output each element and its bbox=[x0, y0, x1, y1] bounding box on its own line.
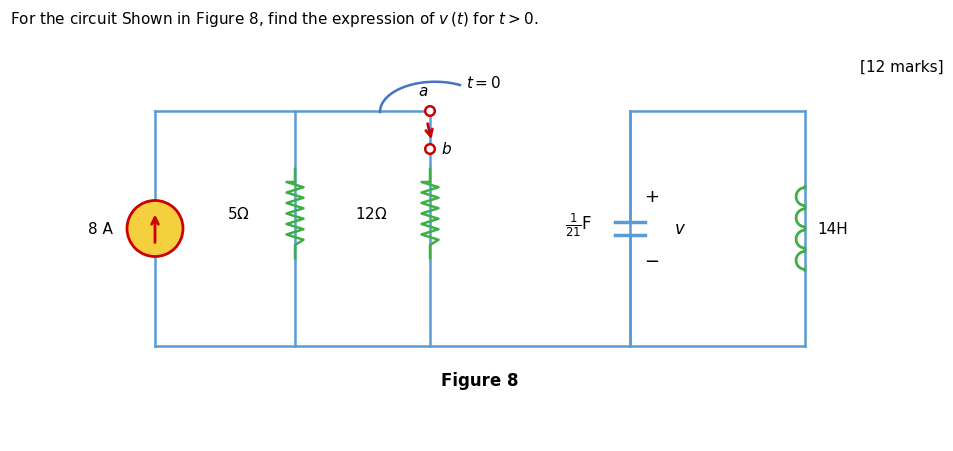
Text: 8 A: 8 A bbox=[88, 221, 112, 236]
Text: $\frac{1}{21}$F: $\frac{1}{21}$F bbox=[564, 212, 592, 239]
Text: 14H: 14H bbox=[816, 221, 847, 236]
Text: −: − bbox=[644, 252, 659, 270]
Text: a: a bbox=[417, 84, 427, 99]
Text: 12$\Omega$: 12$\Omega$ bbox=[355, 206, 388, 222]
Text: For the circuit Shown in Figure 8, find the expression of $v\,(t)$ for $t > 0$.: For the circuit Shown in Figure 8, find … bbox=[10, 10, 537, 29]
Text: +: + bbox=[644, 188, 659, 206]
Text: 5$\Omega$: 5$\Omega$ bbox=[227, 206, 250, 222]
Text: [12 marks]: [12 marks] bbox=[860, 60, 943, 75]
Text: Figure 8: Figure 8 bbox=[441, 371, 518, 389]
Text: b: b bbox=[440, 142, 450, 157]
Circle shape bbox=[425, 107, 435, 116]
Circle shape bbox=[425, 145, 435, 154]
Text: $v$: $v$ bbox=[673, 220, 685, 238]
Circle shape bbox=[127, 201, 183, 257]
Text: $t = 0$: $t = 0$ bbox=[465, 75, 500, 91]
